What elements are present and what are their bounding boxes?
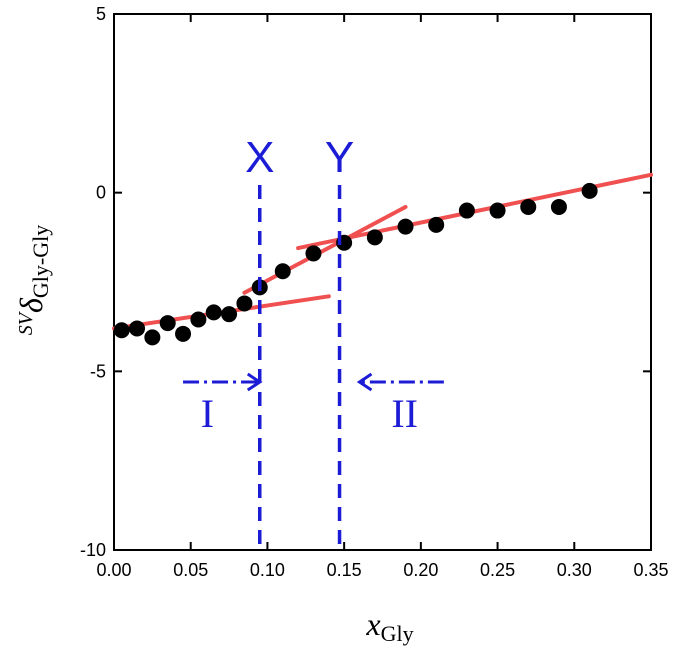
data-point bbox=[190, 311, 207, 328]
data-point bbox=[489, 202, 506, 219]
data-point bbox=[205, 304, 222, 321]
data-point bbox=[129, 320, 146, 337]
y-axis-title-sub: Gly-Gly bbox=[28, 225, 53, 298]
data-point bbox=[366, 229, 383, 246]
arrow-head bbox=[246, 372, 263, 392]
y-tick-label: -10 bbox=[80, 540, 106, 560]
data-point bbox=[581, 182, 598, 199]
data-point bbox=[428, 216, 445, 233]
x-tick-label: 0.25 bbox=[480, 560, 515, 580]
y-axis-title-main: δ bbox=[13, 297, 49, 313]
plot-area: 0.00 0.05 0.10 0.15 0.20 0.25 0.30 0.35 5 0 -5 -10 X… bbox=[80, 4, 669, 580]
data-point bbox=[550, 198, 567, 215]
vline-label: Y bbox=[325, 133, 354, 182]
data-point bbox=[175, 325, 192, 342]
y-axis-title-sup: SV bbox=[15, 310, 37, 335]
data-point bbox=[458, 202, 475, 219]
fit-line bbox=[242, 204, 408, 295]
arrow-head bbox=[356, 372, 373, 392]
vline-label: X bbox=[245, 133, 274, 182]
x-tick-label: 0.15 bbox=[327, 560, 362, 580]
data-point bbox=[274, 263, 291, 280]
x-tick-label: 0.30 bbox=[557, 560, 592, 580]
x-axis-title-sub: Gly bbox=[381, 621, 414, 646]
y-tick-label: 0 bbox=[96, 183, 106, 203]
region-label: I bbox=[201, 391, 214, 436]
data-point bbox=[397, 218, 414, 235]
x-tick-label: 0.00 bbox=[96, 560, 131, 580]
x-tick-label: 0.10 bbox=[250, 560, 285, 580]
y-axis-title: SVδGly-Gly bbox=[13, 225, 53, 335]
data-point bbox=[520, 198, 537, 215]
x-tick-label: 0.35 bbox=[633, 560, 668, 580]
x-axis-title-main: x bbox=[365, 606, 380, 642]
data-point bbox=[305, 245, 322, 262]
x-tick-label: 0.05 bbox=[173, 560, 208, 580]
y-tick-label: -5 bbox=[90, 361, 106, 381]
region-label: II bbox=[391, 391, 418, 436]
data-point bbox=[144, 329, 161, 346]
x-tick-label: 0.20 bbox=[403, 560, 438, 580]
data-point bbox=[236, 295, 253, 312]
data-point bbox=[221, 306, 238, 323]
data-point bbox=[113, 322, 130, 339]
x-axis-title: xGly bbox=[365, 606, 413, 646]
plot-frame bbox=[113, 13, 652, 551]
data-point bbox=[159, 315, 176, 332]
y-tick-label: 5 bbox=[96, 4, 106, 24]
